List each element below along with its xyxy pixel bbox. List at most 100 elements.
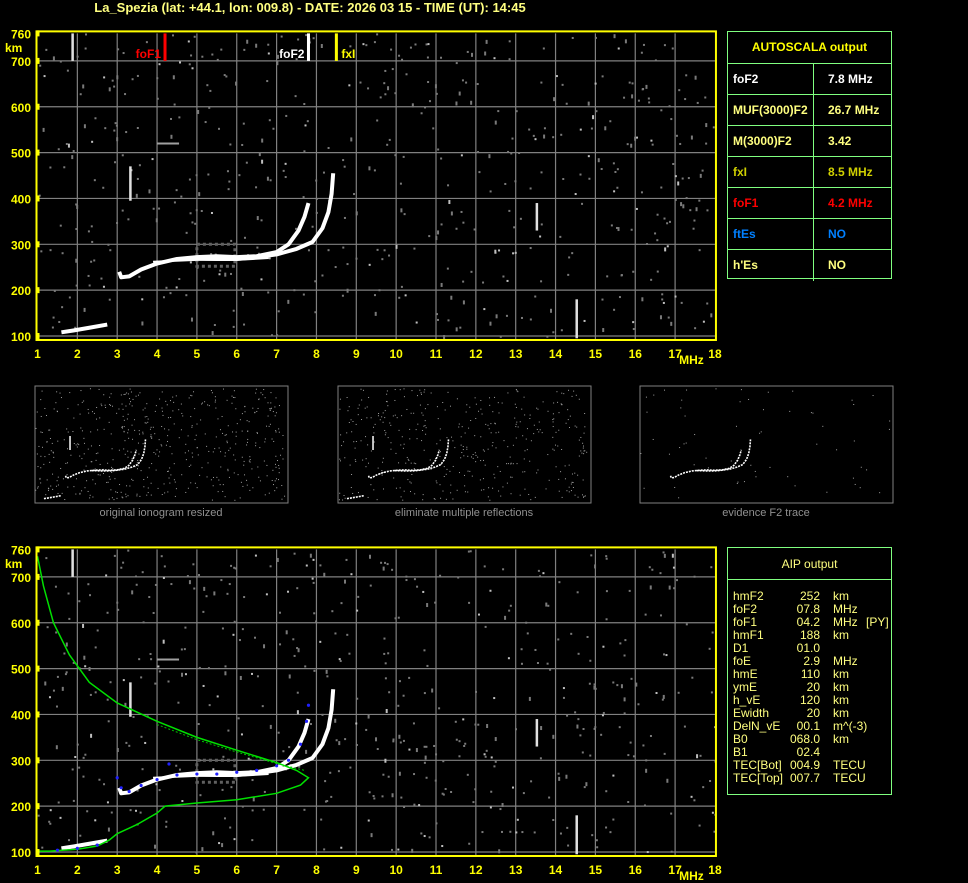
- noise-dot: [561, 83, 564, 86]
- noise-dot: [401, 58, 404, 61]
- noise-dot: [413, 803, 416, 806]
- noise-dot: [450, 295, 453, 300]
- thumb-noise: [475, 454, 477, 456]
- noise-dot: [189, 261, 192, 264]
- thumb-noise: [83, 453, 85, 455]
- thumb-trace: [346, 494, 365, 500]
- noise-dot: [612, 162, 615, 165]
- thumb-noise: [583, 432, 585, 434]
- thumb-noise: [583, 495, 585, 497]
- thumb-noise: [188, 397, 190, 399]
- noise-dot: [246, 39, 249, 44]
- x-tick-label: 12: [469, 347, 483, 361]
- noise-dot: [383, 637, 386, 640]
- noise-dot: [447, 184, 450, 187]
- noise-dot: [68, 617, 71, 620]
- noise-dot: [534, 138, 537, 141]
- thumb-noise: [246, 444, 248, 446]
- noise-dot: [158, 63, 161, 66]
- noise-dot: [632, 328, 635, 331]
- noise-dot: [678, 89, 681, 92]
- thumb-noise: [384, 434, 386, 436]
- thumb-noise: [469, 406, 471, 408]
- thumb-noise: [396, 417, 398, 419]
- thumb-noise: [254, 412, 256, 414]
- noise-dot: [402, 739, 405, 742]
- noise-dot: [613, 308, 616, 311]
- noise-dot: [413, 578, 416, 581]
- thumb-noise: [365, 458, 367, 460]
- thumb-noise: [558, 478, 560, 480]
- fit-point: [195, 772, 199, 776]
- noise-dot: [698, 824, 701, 827]
- noise-dot: [475, 690, 478, 693]
- thumb-noise: [480, 399, 482, 401]
- noise-dot: [320, 43, 323, 48]
- thumb-noise: [275, 430, 277, 432]
- noise-dot: [620, 684, 623, 689]
- noise-dot: [469, 550, 472, 553]
- noise-dot: [199, 759, 202, 762]
- noise-dot: [463, 744, 466, 747]
- thumb-noise: [38, 445, 40, 447]
- noise-dot: [500, 830, 503, 833]
- noise-dot: [711, 631, 714, 634]
- noise-dot: [219, 269, 222, 272]
- thumb-noise: [46, 479, 48, 481]
- noise-dot: [490, 790, 493, 793]
- noise-dot: [355, 722, 358, 725]
- thumb-trace: [669, 449, 743, 479]
- noise-dot: [397, 616, 400, 619]
- thumb-noise: [577, 496, 579, 498]
- thumb-noise: [153, 452, 155, 454]
- thumb-noise: [522, 471, 524, 473]
- noise-dot: [82, 84, 85, 89]
- thumb-noise: [686, 389, 688, 391]
- thumb-noise: [407, 458, 409, 460]
- noise-dot: [192, 563, 195, 566]
- noise-dot: [233, 566, 236, 569]
- thumb-noise: [495, 447, 497, 449]
- noise-dot: [296, 691, 299, 694]
- thumb-noise: [167, 470, 169, 472]
- autoscala-row: foF2 7.8 MHz: [728, 64, 891, 95]
- noise-dot: [178, 278, 181, 281]
- noise-dot: [185, 231, 188, 234]
- noise-dot: [267, 43, 270, 46]
- noise-dot: [395, 244, 398, 249]
- thumb-noise: [383, 488, 385, 490]
- noise-dot: [605, 826, 608, 829]
- aip-row: Ewidth 20 km: [728, 707, 891, 720]
- thumb-noise: [162, 414, 164, 416]
- thumb-noise: [77, 404, 79, 406]
- aip-row: foF2 07.8 MHz: [728, 603, 891, 616]
- noise-dot: [710, 691, 713, 694]
- thumb-noise: [147, 487, 149, 489]
- thumb-noise: [582, 479, 584, 481]
- noise-dot: [485, 749, 488, 752]
- thumb-noise: [52, 451, 54, 453]
- noise-dot: [560, 329, 563, 332]
- thumb-noise: [386, 390, 388, 392]
- thumb-noise: [759, 432, 761, 434]
- thumb-noise: [401, 436, 403, 438]
- thumb-noise: [367, 496, 369, 498]
- noise-dot: [75, 203, 78, 206]
- noise-dot: [199, 794, 202, 797]
- noise-dot: [71, 155, 74, 160]
- thumb-noise: [458, 472, 460, 474]
- noise-dot: [471, 52, 474, 57]
- noise-dot: [675, 134, 678, 137]
- thumb-noise: [536, 472, 538, 474]
- noise-dot: [55, 705, 58, 708]
- thumb-noise: [398, 462, 400, 464]
- thumb-noise: [348, 422, 350, 424]
- noise-dot: [239, 675, 242, 680]
- thumb-noise: [178, 437, 180, 439]
- thumb-noise: [37, 466, 39, 468]
- thumb-noise: [571, 395, 573, 397]
- thumb-noise: [121, 427, 123, 429]
- y-tick-label: 700: [11, 571, 31, 585]
- thumb-noise: [137, 394, 139, 396]
- marker-label: foF1: [136, 47, 162, 61]
